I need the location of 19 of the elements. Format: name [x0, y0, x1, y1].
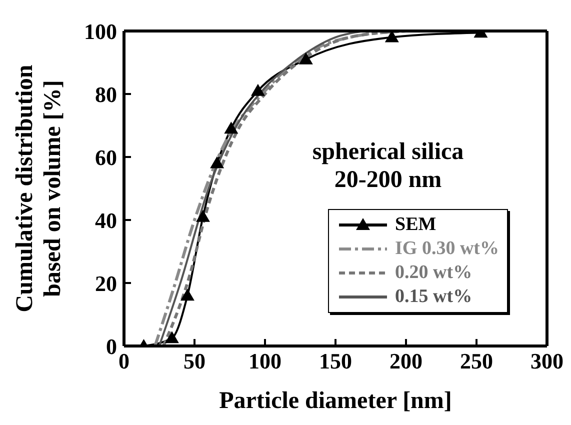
y-tick-label: 20 — [95, 270, 117, 296]
y-tick-label: 100 — [84, 18, 117, 44]
legend-label: 0.15 wt% — [395, 286, 472, 308]
y-tick-label: 60 — [95, 144, 117, 170]
y-tick-label: 80 — [95, 82, 117, 107]
annotation: 20-200 nm — [333, 166, 443, 194]
y-tick-label: 40 — [95, 208, 117, 233]
y-axis-title: Cumulative distribution based on volume [%] — [12, 64, 66, 312]
legend-label: IG 0.30 wt% — [395, 238, 499, 260]
x-tick-label: 300 — [530, 348, 564, 374]
annotation: spherical silica — [311, 138, 465, 166]
x-axis-title: Particle diameter [nm] — [219, 388, 452, 414]
legend-label: SEM — [395, 214, 436, 236]
x-tick-label: 200 — [390, 348, 422, 374]
x-tick-label: 100 — [248, 348, 282, 374]
x-tick-label: 50 — [184, 348, 206, 374]
x-tick-label: 150 — [319, 348, 352, 374]
x-tick-label: 250 — [460, 348, 493, 374]
legend-label: 0.20 wt% — [395, 262, 472, 284]
